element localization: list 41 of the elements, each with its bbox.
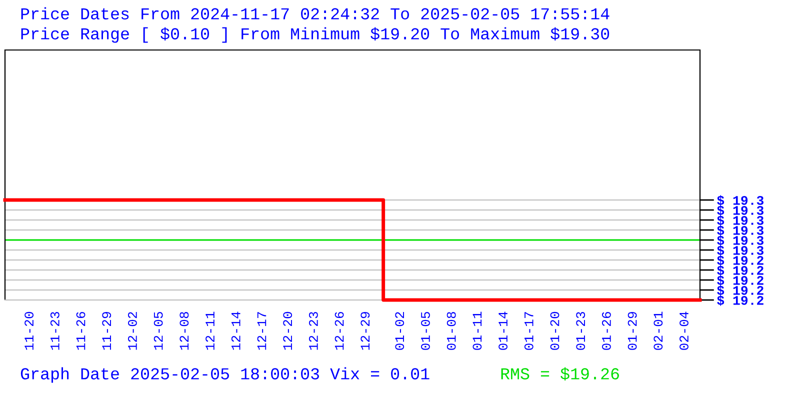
chart-title: Price Dates From 2024-11-17 02:24:32 To 2025-02-05 17:55:14 [21,7,610,20]
text: Graph Date 2025-02-05 18:00:03 Vix = 0.01 [20,367,430,383]
x-tick-label: 12-05 [154,312,163,350]
y-tick-label: $ 19.3 [717,225,764,236]
y-tick-label: $ 19.2 [717,265,764,276]
y-tick-label: $ 19.3 [717,205,764,216]
y-tick-label: $ 19.2 [717,275,764,286]
x-tick-label: 01-02 [395,312,404,350]
x-tick-label: 01-11 [472,312,482,350]
x-tick-label: 01-08 [446,312,456,350]
ref-line-label: RMS = $19.26 [501,367,619,380]
x-tick-label: 01-20 [550,312,560,350]
y-tick-label: $ 19.3 [717,195,764,206]
x-tick-label: 01-29 [628,312,637,350]
x-tick-label: 12-02 [128,312,137,350]
x-tick-label: 02-01 [654,312,663,350]
x-tick-label: 12-17 [257,312,266,350]
x-tick-label: 01-26 [602,312,611,350]
x-tick-label: 02-04 [680,312,688,350]
y-tick-label: $ 19.3 [717,245,764,256]
x-tick-label: 11-23 [50,312,60,350]
x-tick-label: 12-11 [206,312,214,350]
x-tick-label: 01-05 [421,312,430,350]
x-tick-label: 11-26 [76,312,86,350]
x-tick-label: 12-14 [231,312,240,350]
x-tick-label: 01-23 [576,312,586,350]
x-tick-label: 12-26 [334,312,344,350]
x-tick-label: 12-20 [283,312,292,350]
x-tick-label: 11-20 [24,312,34,350]
y-tick-label: $ 19.2 [717,285,764,296]
y-tick-label: $ 19.2 [717,295,764,306]
x-tick-label: 12-29 [360,312,370,350]
x-tick-label: 11-29 [102,312,112,350]
y-tick-label: $ 19.2 [717,255,764,266]
x-tick-label: 12-08 [180,312,189,350]
x-tick-label: 01-17 [524,312,534,350]
y-tick-label: $ 19.3 [717,215,764,226]
x-tick-label: 12-23 [308,312,318,350]
x-tick-label: 01-14 [498,312,508,350]
y-tick-label: $ 19.3 [717,235,764,246]
chart-subtitle: Price Range [ $0.10 ] From Minimum $19.20 To Maximum $19.30 [21,27,610,43]
